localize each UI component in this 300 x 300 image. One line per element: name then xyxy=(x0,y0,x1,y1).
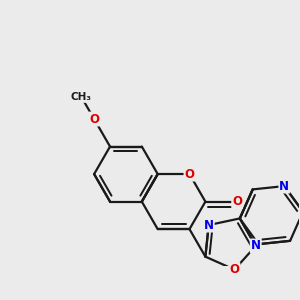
Text: O: O xyxy=(89,112,99,125)
Text: N: N xyxy=(279,180,289,193)
Text: N: N xyxy=(204,219,214,232)
Text: O: O xyxy=(230,263,239,276)
Text: O: O xyxy=(232,195,242,208)
Text: CH₃: CH₃ xyxy=(71,92,92,102)
Text: O: O xyxy=(184,168,194,181)
Text: N: N xyxy=(251,239,261,253)
